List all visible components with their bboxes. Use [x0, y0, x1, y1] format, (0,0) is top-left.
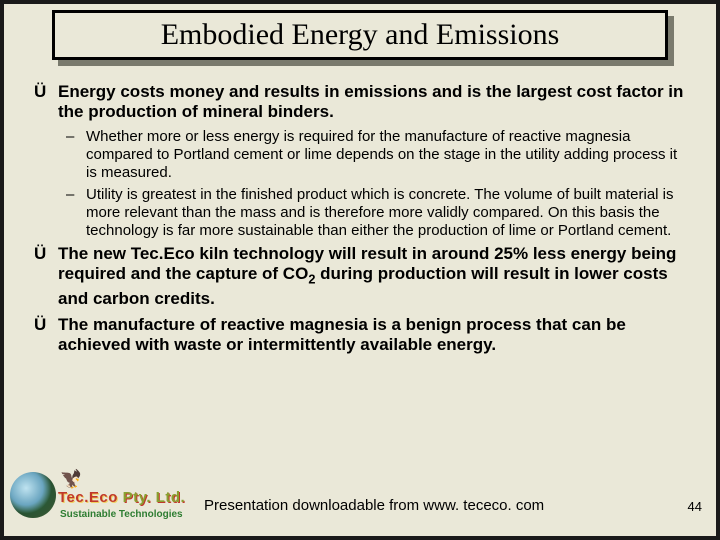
bullet-level2: – Whether more or less energy is require…: [66, 128, 686, 182]
bullet-marker: Ü: [34, 315, 58, 355]
logo-subtitle: Sustainable Technologies: [60, 509, 183, 520]
logo-name-a: Tec.Eco: [58, 489, 123, 506]
title-container: Embodied Energy and Emissions: [52, 10, 668, 60]
bullet-text: Whether more or less energy is required …: [86, 128, 686, 182]
footer: 🦅 Tec.Eco Pty. Ltd. Sustainable Technolo…: [4, 472, 716, 526]
logo-name: Tec.Eco Pty. Ltd.: [58, 489, 185, 506]
bullet-level1: Ü The new Tec.Eco kiln technology will r…: [34, 244, 686, 309]
page-number: 44: [688, 499, 702, 514]
logo-name-b: Pty. Ltd.: [123, 489, 186, 506]
bullet-marker: –: [66, 128, 86, 182]
content-area: Ü Energy costs money and results in emis…: [34, 82, 686, 361]
bullet-marker: Ü: [34, 82, 58, 122]
footer-text: Presentation downloadable from www. tece…: [204, 497, 544, 514]
globe-icon: [10, 472, 56, 518]
bullet-level1: Ü Energy costs money and results in emis…: [34, 82, 686, 122]
bullet-text: Energy costs money and results in emissi…: [58, 82, 686, 122]
title-box: Embodied Energy and Emissions: [52, 10, 668, 60]
bullet-level2: – Utility is greatest in the finished pr…: [66, 186, 686, 240]
bullet-marker: Ü: [34, 244, 58, 309]
bullet-text: Utility is greatest in the finished prod…: [86, 186, 686, 240]
slide-title: Embodied Energy and Emissions: [161, 18, 560, 52]
bullet-text: The manufacture of reactive magnesia is …: [58, 315, 686, 355]
bullet-marker: –: [66, 186, 86, 240]
logo: 🦅 Tec.Eco Pty. Ltd. Sustainable Technolo…: [10, 468, 195, 522]
bird-icon: 🦅: [60, 469, 82, 490]
bullet-text: The new Tec.Eco kiln technology will res…: [58, 244, 686, 309]
slide: Embodied Energy and Emissions Ü Energy c…: [0, 0, 720, 540]
bullet-level1: Ü The manufacture of reactive magnesia i…: [34, 315, 686, 355]
